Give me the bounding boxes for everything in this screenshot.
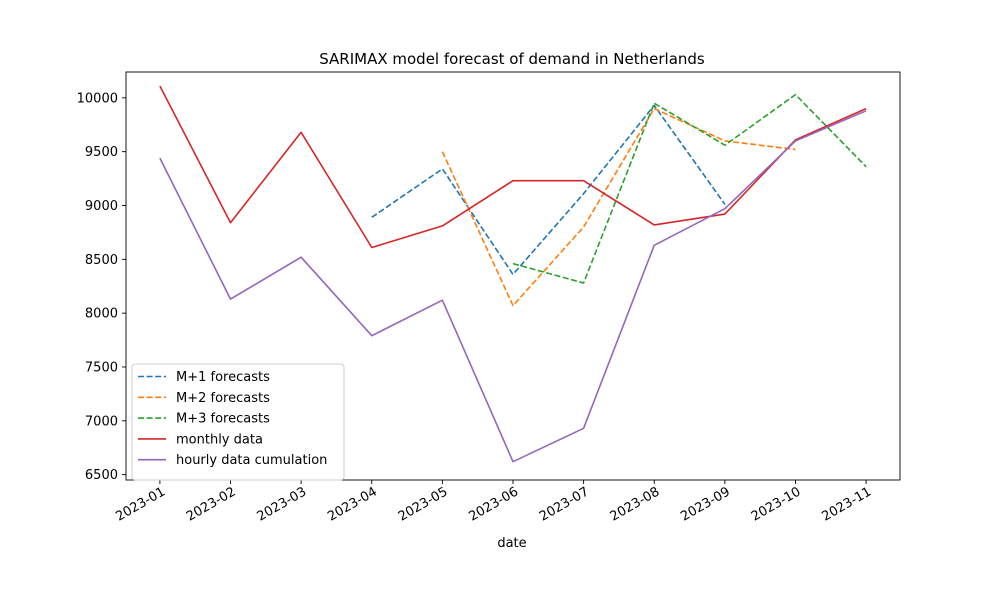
x-tick-label: 2023-05 bbox=[396, 484, 451, 524]
y-tick-label: 10000 bbox=[77, 91, 118, 106]
series-line-1 bbox=[371, 104, 726, 276]
y-tick-label: 8000 bbox=[85, 307, 118, 322]
x-tick-label: 2023-09 bbox=[678, 484, 733, 524]
y-tick-label: 6500 bbox=[85, 468, 118, 483]
series-line-5 bbox=[159, 110, 867, 463]
legend-label-5: hourly data cumulation bbox=[176, 453, 327, 468]
x-tick-label: 2023-10 bbox=[749, 484, 804, 524]
y-tick-label: 7000 bbox=[85, 414, 118, 429]
x-tick-label: 2023-02 bbox=[184, 484, 239, 524]
y-tick-label: 9500 bbox=[85, 145, 118, 160]
y-tick-label: 9000 bbox=[85, 199, 118, 214]
legend: M+1 forecasts M+2 forecasts M+3 forecasts m… bbox=[131, 363, 345, 481]
x-tick-label: 2023-08 bbox=[608, 484, 663, 524]
x-tick-label: 2023-04 bbox=[325, 484, 380, 524]
x-tick-label: 2023-11 bbox=[820, 484, 875, 524]
y-tick-label: 8500 bbox=[85, 253, 118, 268]
series-line-4 bbox=[159, 85, 867, 249]
x-axis-title: date bbox=[497, 536, 526, 551]
legend-label-1: M+1 forecasts bbox=[176, 370, 270, 385]
x-tick-label: 2023-06 bbox=[466, 484, 521, 524]
chart-title: SARIMAX model forecast of demand in Neth… bbox=[319, 50, 705, 68]
plot-area bbox=[159, 85, 867, 463]
legend-label-2: M+2 forecasts bbox=[176, 391, 270, 406]
x-tick-label: 2023-03 bbox=[255, 484, 310, 524]
series-line-3 bbox=[512, 93, 867, 284]
legend-box bbox=[131, 363, 345, 481]
x-tick-label: 2023-07 bbox=[537, 484, 592, 524]
series-line-2 bbox=[441, 107, 796, 307]
legend-label-3: M+3 forecasts bbox=[176, 412, 270, 427]
x-tick-label: 2023-01 bbox=[113, 484, 168, 524]
legend-label-4: monthly data bbox=[176, 432, 263, 447]
y-tick-label: 7500 bbox=[85, 360, 118, 375]
